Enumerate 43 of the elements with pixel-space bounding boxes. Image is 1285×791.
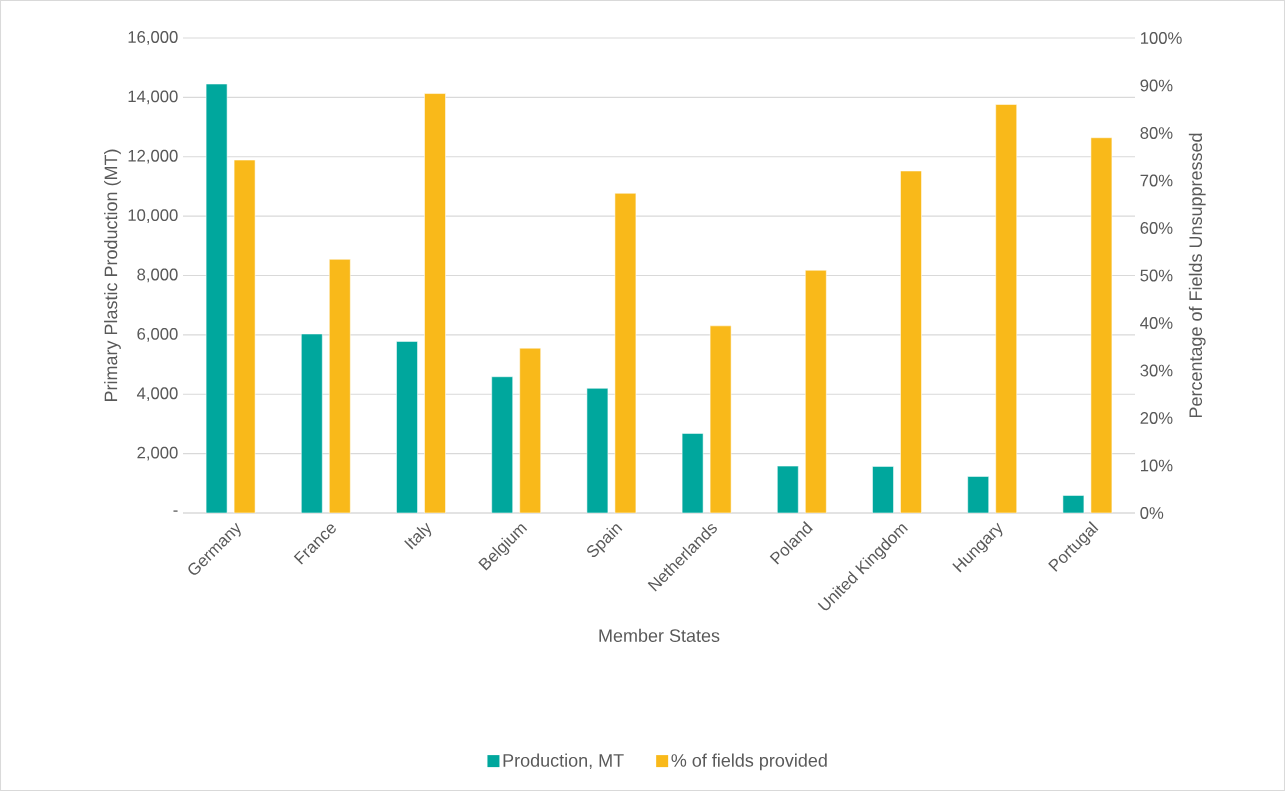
y-tick-label: 4,000 xyxy=(136,387,178,402)
y-tick-label: - xyxy=(173,510,178,512)
bar xyxy=(491,376,513,513)
bar xyxy=(777,465,799,513)
bar xyxy=(301,333,323,513)
legend-label: % of fields provided xyxy=(671,753,827,771)
y2-tick-label: 80% xyxy=(1140,127,1173,139)
y-tick-label: 2,000 xyxy=(137,446,178,461)
bar xyxy=(614,193,637,513)
y-tick-label: 14,000 xyxy=(128,90,178,105)
bar xyxy=(329,259,351,513)
y-tick-label: 10,000 xyxy=(128,209,178,223)
bar xyxy=(1090,137,1113,513)
bar xyxy=(805,269,827,513)
bar xyxy=(205,83,228,513)
y2-tick-label: 60% xyxy=(1140,222,1173,234)
y2-tick-label: 0% xyxy=(1140,507,1164,519)
bar xyxy=(396,341,418,513)
legend-label: Production, MT xyxy=(503,753,624,769)
bar xyxy=(709,325,732,513)
bar xyxy=(872,466,894,513)
y2-tick-label: 10% xyxy=(1141,459,1173,472)
y-tick-label: 6,000 xyxy=(137,327,178,342)
y2-tick-label: 90% xyxy=(1140,79,1173,92)
bar xyxy=(519,347,541,513)
y2-tick-label: 20% xyxy=(1140,412,1173,424)
bar xyxy=(995,104,1017,513)
x-axis-title: Member States xyxy=(599,628,720,642)
y2-axis-title: Percentage of Fields Unsuppressed xyxy=(1188,133,1206,418)
y2-tick-label: 30% xyxy=(1140,364,1173,377)
y2-tick-label: 50% xyxy=(1140,269,1173,282)
y-tick-label: 16,000 xyxy=(128,31,178,45)
bar xyxy=(900,170,922,513)
bar xyxy=(967,476,989,513)
x-tick-label: Italy xyxy=(404,522,432,550)
y2-tick-label: 100% xyxy=(1141,32,1182,44)
y-tick-label: 12,000 xyxy=(128,149,178,164)
bar xyxy=(424,93,446,513)
y2-tick-label: 40% xyxy=(1140,317,1173,329)
y2-tick-label: 70% xyxy=(1140,174,1173,187)
y-tick-label: 8,000 xyxy=(137,268,178,283)
bar xyxy=(233,159,256,513)
y-axis-title: Primary Plastic Production (MT) xyxy=(104,149,121,402)
